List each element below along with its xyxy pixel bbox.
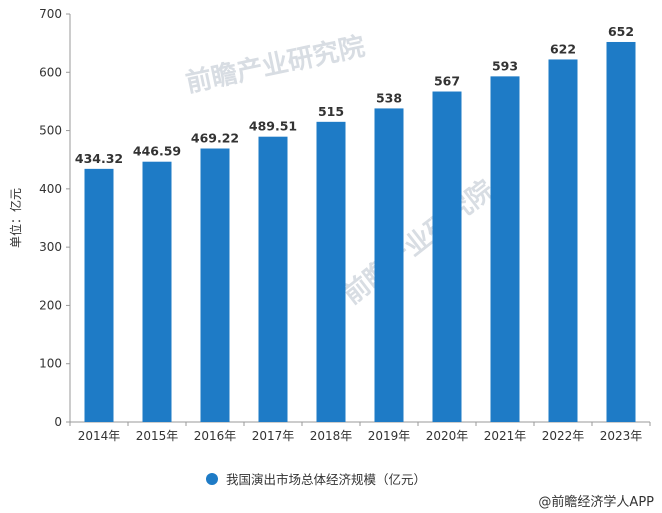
data-label: 446.59: [133, 144, 181, 159]
y-tick-label: 400: [39, 182, 62, 196]
x-tick-label: 2022年: [542, 429, 585, 443]
y-tick-label: 0: [54, 415, 62, 429]
legend-label: 我国演出市场总体经济规模（亿元）: [226, 472, 426, 487]
bar-2020年: [432, 91, 462, 423]
data-label: 622: [550, 41, 576, 56]
x-tick-label: 2023年: [600, 429, 643, 443]
data-labels: 434.32 446.59 469.22 489.51 515 538 567 593 622 6…: [75, 24, 634, 166]
x-tick-label: 2014年: [78, 429, 121, 443]
bar-2022年: [548, 59, 578, 422]
x-tick-label: 2016年: [194, 429, 237, 443]
bar-series: [84, 41, 636, 423]
x-tick-label: 2021年: [484, 429, 527, 443]
source-credit: @前瞻经济学人APP: [538, 494, 654, 510]
data-label: 652: [608, 24, 634, 39]
bar-2019年: [374, 108, 404, 423]
x-tick-label: 2020年: [426, 429, 469, 443]
x-tick-label: 2018年: [310, 429, 353, 443]
bar-2021年: [490, 76, 520, 422]
x-tick-label: 2017年: [252, 429, 295, 443]
legend-swatch: [206, 473, 218, 485]
x-tick-label: 2019年: [368, 429, 411, 443]
x-tick-label: 2015年: [136, 429, 179, 443]
y-axis-title: 单位：亿元: [8, 188, 23, 248]
watermark-middle: 前瞻产业研究院: [337, 174, 500, 310]
data-label: 593: [492, 58, 518, 73]
bar-2017年: [258, 136, 288, 422]
bar-2015年: [142, 161, 172, 422]
y-tick-label: 600: [39, 65, 62, 79]
bar-2018年: [316, 121, 346, 422]
y-tick-label: 100: [39, 357, 62, 371]
data-label: 489.51: [249, 119, 297, 134]
bar-2016年: [200, 148, 230, 422]
data-label: 434.32: [75, 151, 123, 166]
y-tick-label: 300: [39, 240, 62, 254]
data-label: 469.22: [191, 131, 239, 146]
y-axis-ticks: 0 100 200 300 400 500 600 700: [39, 7, 70, 429]
legend: 我国演出市场总体经济规模（亿元）: [206, 472, 426, 487]
y-tick-label: 500: [39, 124, 62, 138]
data-label: 538: [376, 90, 402, 105]
watermark-top: 前瞻产业研究院: [183, 31, 367, 99]
bar-2014年: [84, 168, 114, 422]
data-label: 515: [318, 104, 344, 119]
bar-2023年: [606, 41, 636, 422]
y-tick-label: 700: [39, 7, 62, 21]
x-axis-ticks: 2014年 2015年 2016年 2017年 2018年 2019年 2020年 2021年…: [69, 422, 651, 443]
y-tick-label: 200: [39, 298, 62, 312]
data-label: 567: [434, 74, 460, 89]
